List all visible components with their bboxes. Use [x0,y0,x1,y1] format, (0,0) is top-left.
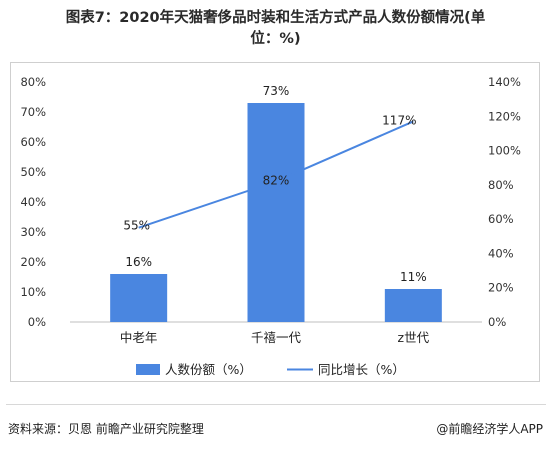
footer-divider [6,404,546,405]
chart-title-line-2: 位：%) [250,31,301,47]
line-data-label: 82% [263,173,290,187]
legend-bar-label: 人数份额（%） [165,362,252,377]
right-axis: 0% 20% 40% 60% 80% 100% 120% 140% [488,75,521,329]
right-axis-tick-label: 60% [488,212,514,226]
left-axis-tick-label: 20% [20,255,46,269]
right-axis-tick-label: 100% [488,144,521,158]
category-label: z世代 [398,330,430,345]
source-note: 资料来源：贝恩 前瞻产业研究院整理 [8,422,204,436]
chart-frame [10,62,540,382]
category-label: 中老年 [120,330,158,345]
bar-3 [384,289,442,322]
left-axis-tick-label: 50% [20,165,46,179]
line-data-label: 117% [382,113,416,127]
legend-line-label: 同比增长（%） [318,362,405,377]
left-axis-tick-label: 10% [20,285,46,299]
right-axis-tick-label: 40% [488,246,514,260]
category-label: 千禧一代 [251,330,302,345]
left-axis-tick-label: 80% [20,75,46,89]
right-axis-tick-label: 140% [488,75,521,89]
bar-data-label: 16% [125,255,152,269]
legend-bar-swatch [136,364,160,375]
bar-series: 16% 73% 11% [110,84,442,322]
bar-1 [110,274,168,322]
brand-credit: @前瞻经济学人APP [436,422,543,436]
line-data-label: 55% [123,219,150,233]
growth-line [138,120,414,229]
left-axis-tick-label: 70% [20,105,46,119]
left-axis-tick-label: 60% [20,135,46,149]
bar-data-label: 73% [263,84,290,98]
right-axis-tick-label: 80% [488,178,514,192]
chart-title-line-1: 图表7：2020年天猫奢侈品时装和生活方式产品人数份额情况(单 [65,10,486,26]
category-axis: 中老年 千禧一代 z世代 [120,330,430,345]
right-axis-tick-label: 20% [488,281,514,295]
legend: 人数份额（%） 同比增长（%） [136,362,405,377]
right-axis-tick-label: 120% [488,109,521,123]
line-series: 55% 82% 117% [123,113,416,232]
left-axis-tick-label: 0% [28,315,46,329]
bar-data-label: 11% [400,270,427,284]
right-axis-tick-label: 0% [488,315,506,329]
chart-title: 图表7：2020年天猫奢侈品时装和生活方式产品人数份额情况(单 位：%) [0,8,551,50]
left-axis-tick-label: 40% [20,195,46,209]
bar-2 [247,103,305,322]
left-axis-tick-label: 30% [20,225,46,239]
left-axis: 0% 10% 20% 30% 40% 50% 60% 70% 80% [20,75,46,329]
